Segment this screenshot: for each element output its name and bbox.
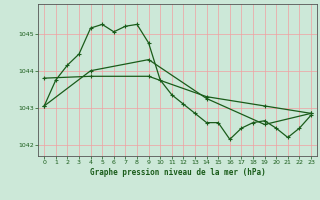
X-axis label: Graphe pression niveau de la mer (hPa): Graphe pression niveau de la mer (hPa) (90, 168, 266, 177)
